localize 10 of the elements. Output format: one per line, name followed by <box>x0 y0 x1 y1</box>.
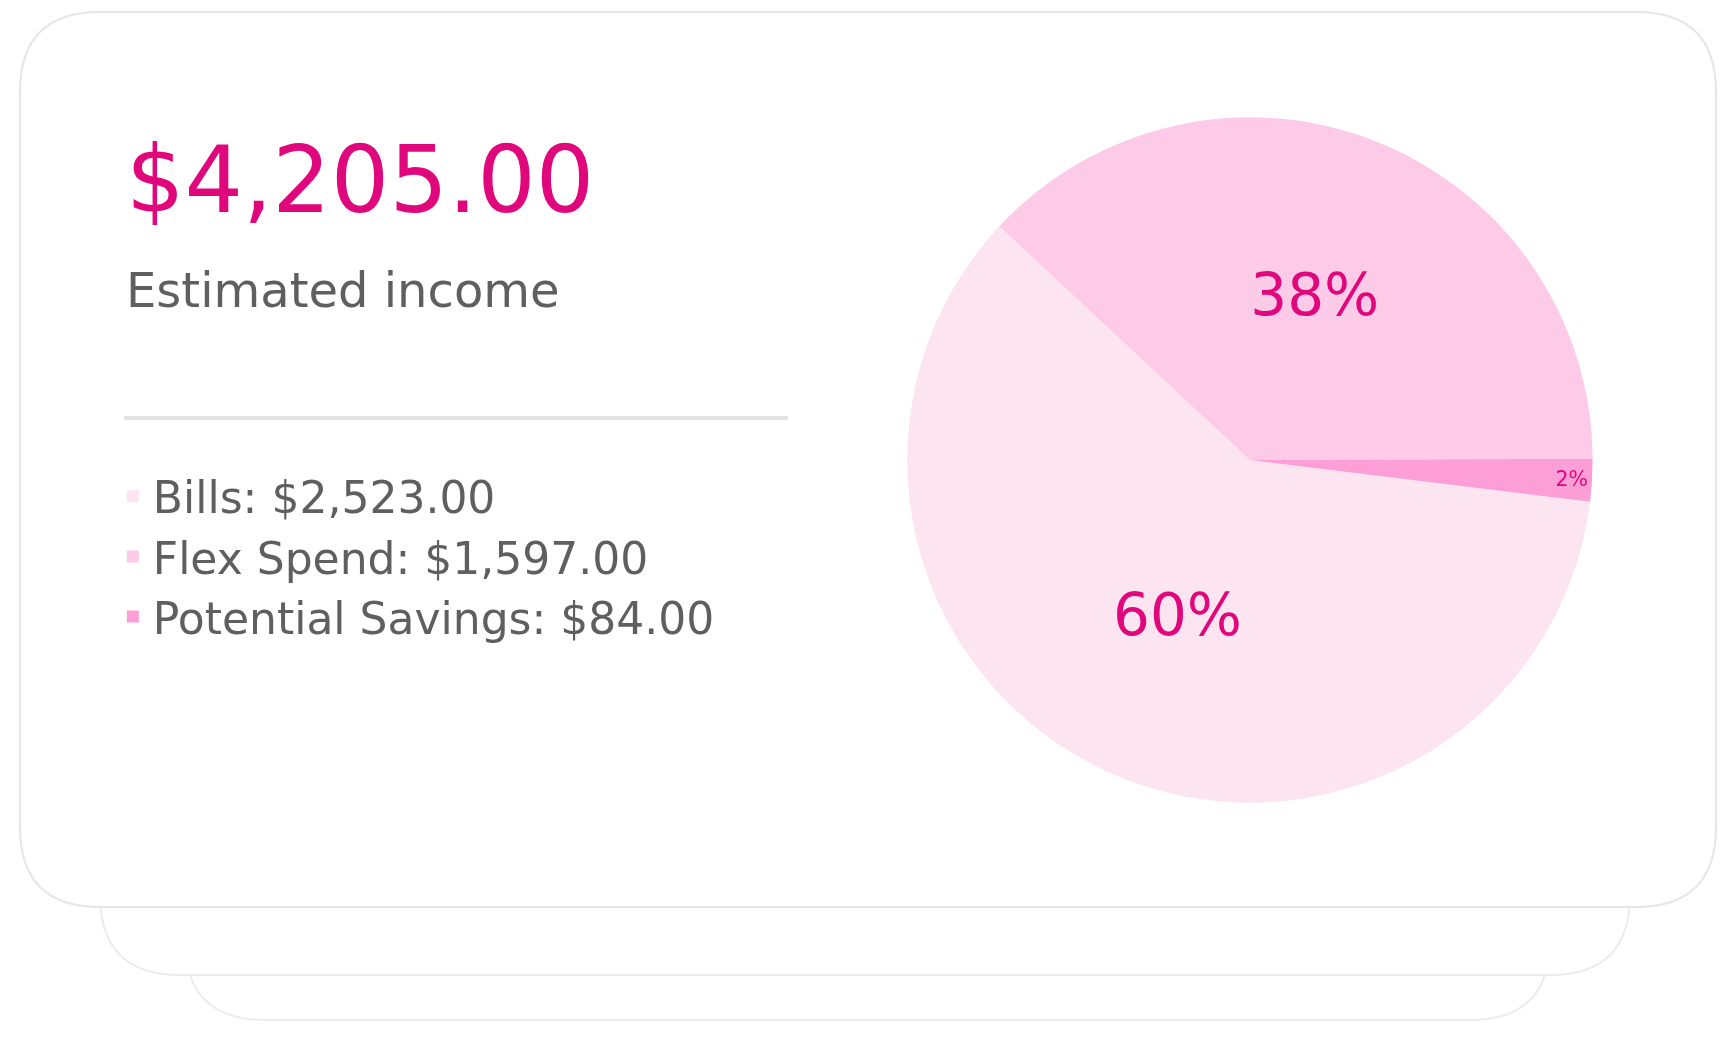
data-label: 38% <box>1250 260 1380 329</box>
pie-slice <box>907 226 1591 803</box>
legend-label: Potential Savings: $84.00 <box>152 592 715 644</box>
text: Estimated income <box>126 262 560 318</box>
data-label: 2% <box>1555 467 1589 492</box>
pie-slice <box>999 117 1593 461</box>
data-label: 60% <box>1113 581 1242 650</box>
legend-label: Flex Spend: $1,597.00 <box>152 532 649 584</box>
legend-label: Bills: $2,523.00 <box>152 472 496 524</box>
chart-title: $4,205.00 <box>126 127 595 234</box>
